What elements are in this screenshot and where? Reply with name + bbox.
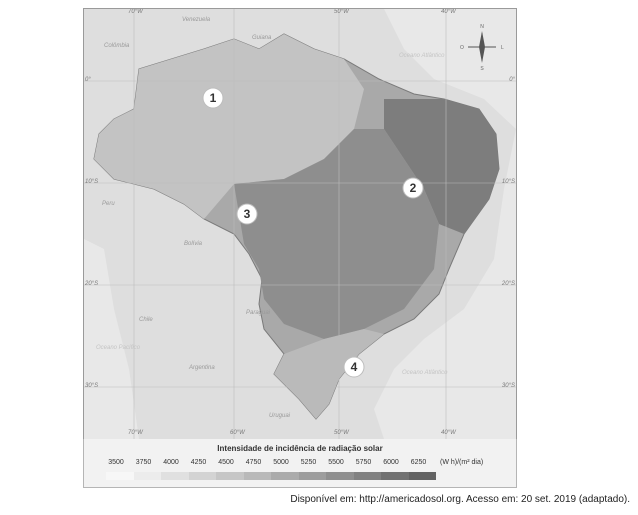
compass-rose: N S L O [460,24,504,72]
legend-unit: (W h)/(m² dia) [440,459,484,466]
region-marker-2: 2 [402,177,424,199]
legend-value-6000: 6000 [383,459,399,466]
legend-swatch-4000 [161,472,189,480]
region-marker-4: 4 [343,356,365,378]
coord-right-30s: 30°S [501,383,515,389]
legend-value-5250: 5250 [300,459,317,466]
coord-bottom-50w: 50°W [334,430,349,436]
south-region-shade [274,329,384,419]
legend-swatch-3750 [133,472,161,480]
country-label-bolivia: Bolívia [184,241,203,247]
legend-scale-labels: 3500 3750 4000 4250 4500 4750 5000 5250 5500 5750… [106,459,506,469]
legend-swatch-5250 [298,472,326,480]
legend-swatch-3500 [106,472,134,480]
country-label-colombia: Colômbia [104,43,130,49]
map: Colômbia Venezuela Guiana Peru Bolívia C… [83,8,517,440]
region-marker-1: 1 [202,87,224,109]
legend-swatch-5000 [271,472,299,480]
center-region-shade [234,129,439,339]
legend-swatch-4750 [243,472,271,480]
atlantic-ocean [374,9,516,439]
region-marker-3-label: 3 [244,207,251,221]
coord-right-10s: 10°S [501,179,515,185]
pacific-ocean [84,239,139,439]
region-marker-4-label: 4 [351,360,358,374]
legend-value-4250: 4250 [190,459,207,466]
legend-swatch-6250 [408,472,436,480]
country-label-peru: Peru [102,201,115,207]
legend-value-4000: 4000 [163,459,179,466]
legend-swatch-5500 [326,472,354,480]
legend-value-5750: 5750 [355,459,372,466]
region-marker-1-label: 1 [210,91,217,105]
legend-value-3750: 3750 [135,459,152,466]
legend-swatch-5750 [353,472,381,480]
coord-left-20s: 20°S [85,281,99,287]
coord-left-30s: 30°S [85,383,99,389]
coord-top-40w: 40°W [441,9,456,15]
legend-value-3500: 3500 [108,459,124,466]
ocean-label-atlantic-south: Oceano Atlântico [402,370,448,376]
coord-left-10s: 10°S [85,179,99,185]
ocean-label-pacific: Oceano Pacífico [96,345,141,351]
compass-south: S [480,66,484,72]
legend-swatch-4500 [216,472,244,480]
legend-value-6250: 6250 [410,459,427,466]
compass-west: O [460,45,464,51]
country-label-uruguai: Uruguai [269,413,291,419]
country-label-paraguai: Paraguai [246,310,271,316]
coord-bottom-70w: 70°W [128,430,143,436]
coord-top-50w: 50°W [334,9,349,15]
country-label-guiana: Guiana [252,35,272,41]
legend-color-bar [106,472,436,480]
coord-right-20s: 20°S [501,281,515,287]
source-citation: Disponível em: http://americadosol.org. … [290,494,630,505]
legend-swatch-4250 [188,472,216,480]
coord-bottom-60w: 60°W [230,430,245,436]
compass-east: L [501,45,504,51]
legend-swatch-6000 [381,472,409,480]
legend-title: Intensidade de incidência de radiação so… [217,444,383,453]
coord-top-70w: 70°W [128,9,143,15]
legend-value-5000: 5000 [273,459,289,466]
legend: Intensidade de incidência de radiação so… [83,439,517,488]
country-label-venezuela: Venezuela [182,17,211,23]
country-label-chile: Chile [139,317,153,323]
graticule [84,9,516,439]
legend-value-4750: 4750 [245,459,262,466]
country-label-argentina: Argentina [188,365,215,371]
coord-right-0: 0° [509,77,515,83]
coord-left-0: 0° [85,77,91,83]
legend-value-5500: 5500 [328,459,344,466]
legend-value-4500: 4500 [218,459,234,466]
compass-north: N [480,24,484,30]
region-marker-3: 3 [236,203,258,225]
region-marker-2-label: 2 [410,181,417,195]
brazil-map-svg: Colômbia Venezuela Guiana Peru Bolívia C… [84,9,516,439]
ocean-label-atlantic-north: Oceano Atlântico [399,53,445,59]
northeast-region-shade [384,99,499,234]
coord-bottom-40w: 40°W [441,430,456,436]
